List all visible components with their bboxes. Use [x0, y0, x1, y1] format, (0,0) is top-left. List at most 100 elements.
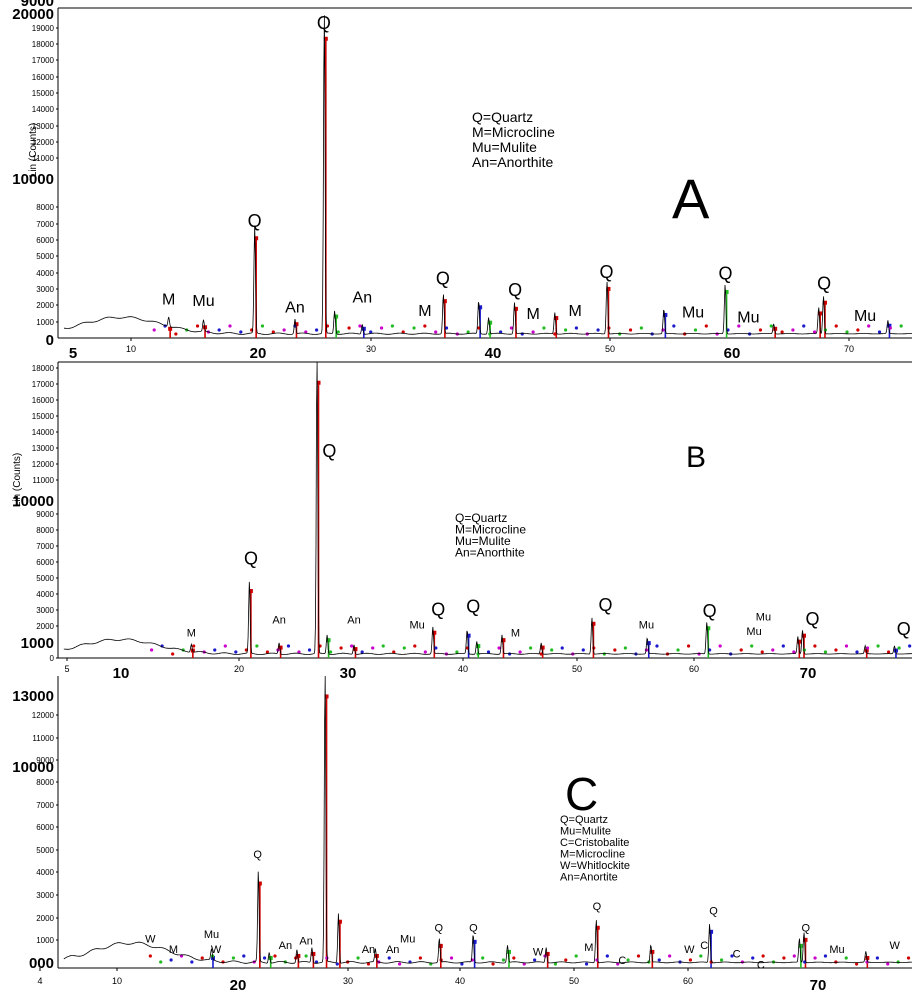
baseline-marker [242, 954, 246, 958]
y-tick-label: 5000 [36, 252, 54, 261]
baseline-marker [423, 650, 427, 654]
baseline-marker [750, 644, 754, 648]
x-tick-label-large: 20 [230, 977, 247, 994]
baseline-marker [339, 646, 343, 650]
reference-stick-marker [706, 626, 711, 631]
peak-label: Mu [737, 309, 759, 326]
baseline-marker [486, 650, 491, 654]
panel-a: 1000 2000 3000 4000 5000 6000 7000 8000 11000 120… [12, 0, 912, 362]
baseline-marker [699, 954, 703, 958]
y-tick-label: 8000 [36, 203, 54, 212]
y-tick-label-large: 13000 [12, 688, 54, 705]
legend-entry: Mu=Mulite [455, 534, 511, 548]
reference-stick-marker [326, 638, 331, 643]
baseline-marker [255, 644, 259, 648]
reference-stick-marker [887, 323, 892, 328]
baseline-marker [888, 326, 892, 330]
baseline-marker [148, 954, 152, 958]
y-tick-label: 6000 [36, 823, 54, 832]
peak-label: W [889, 940, 900, 952]
reference-stick-marker [709, 929, 714, 934]
baseline-marker [896, 960, 900, 964]
baseline-marker [491, 962, 495, 966]
baseline-marker [371, 646, 375, 650]
baseline-marker [152, 328, 156, 332]
baseline-marker [369, 330, 373, 334]
reference-stick-marker [501, 638, 506, 643]
y-tick-label: 0 [50, 654, 55, 663]
peak-label: Q [431, 600, 445, 620]
reference-stick-marker [802, 633, 807, 638]
baseline-marker [855, 650, 859, 654]
baseline-marker [813, 644, 817, 648]
baseline-marker [273, 954, 277, 958]
reference-stick-marker [311, 951, 316, 956]
baseline-marker [401, 330, 405, 334]
baseline-marker [520, 332, 524, 336]
peak-label: An [272, 615, 285, 627]
baseline-marker [509, 326, 514, 330]
baseline-marker [618, 332, 622, 336]
x-tick-label: 70 [844, 344, 854, 354]
peak-label: Q [598, 595, 612, 615]
x-tick-label: 10 [112, 976, 122, 986]
baseline-marker [366, 962, 371, 966]
peak-label: Mu [746, 626, 761, 638]
y-tick-label: 6000 [36, 558, 54, 567]
baseline-marker [877, 330, 882, 334]
reference-stick-marker [513, 306, 518, 311]
baseline-marker [315, 328, 319, 332]
baseline-marker [533, 958, 537, 962]
baseline-marker [169, 958, 173, 962]
baseline-marker [262, 956, 267, 960]
reference-stick-marker [353, 647, 358, 652]
y-tick-label: 4000 [36, 269, 54, 278]
peak-label: Mu [204, 929, 219, 941]
baseline-marker [875, 956, 879, 960]
peak-label: M [169, 944, 178, 956]
baseline-marker [542, 326, 546, 330]
baseline-marker [834, 324, 838, 328]
baseline-marker [381, 644, 385, 648]
baseline-marker [906, 956, 911, 960]
baseline-marker [455, 650, 459, 654]
y-tick-label: 14000 [32, 428, 55, 437]
baseline-marker [845, 330, 849, 334]
x-tick-label: 30 [343, 976, 353, 986]
baseline-marker [228, 324, 232, 328]
baseline-marker [234, 650, 238, 654]
baseline-marker [413, 644, 417, 648]
y-tick-label: 3000 [36, 891, 54, 900]
baseline-marker [737, 324, 741, 328]
reference-stick-marker [466, 633, 471, 638]
baseline-marker [781, 644, 785, 648]
baseline-marker [574, 326, 579, 330]
baseline-marker [792, 650, 796, 654]
x-tick-label-large: 70 [810, 977, 827, 994]
y-axis-label: Lin (Counts) [12, 453, 23, 507]
peak-label: W [211, 944, 222, 956]
reference-stick-marker [168, 326, 173, 331]
reference-stick-marker [316, 380, 321, 385]
peak-label: Mu [682, 305, 704, 322]
baseline-marker [423, 324, 427, 328]
legend-entry: C=Cristobalite [560, 837, 629, 849]
reference-stick-marker [818, 311, 823, 316]
y-tick-label: 16000 [32, 73, 55, 82]
baseline-marker [574, 954, 578, 958]
baseline-marker [560, 646, 564, 650]
y-tick-label: 15000 [32, 412, 55, 421]
baseline-marker [823, 954, 828, 958]
baseline-marker [657, 958, 661, 962]
baseline-marker [356, 956, 360, 960]
reference-stick-marker [606, 286, 611, 291]
legend-entry: An=Anorthite [455, 546, 525, 560]
baseline-marker [813, 956, 817, 960]
baseline-marker [466, 330, 470, 334]
panel-letter: C [565, 768, 598, 820]
baseline-marker [553, 962, 557, 966]
reference-stick-marker [248, 589, 253, 594]
reference-stick-marker [595, 925, 600, 930]
x-tick-label-large: 60 [724, 345, 741, 362]
baseline-marker [192, 644, 196, 648]
